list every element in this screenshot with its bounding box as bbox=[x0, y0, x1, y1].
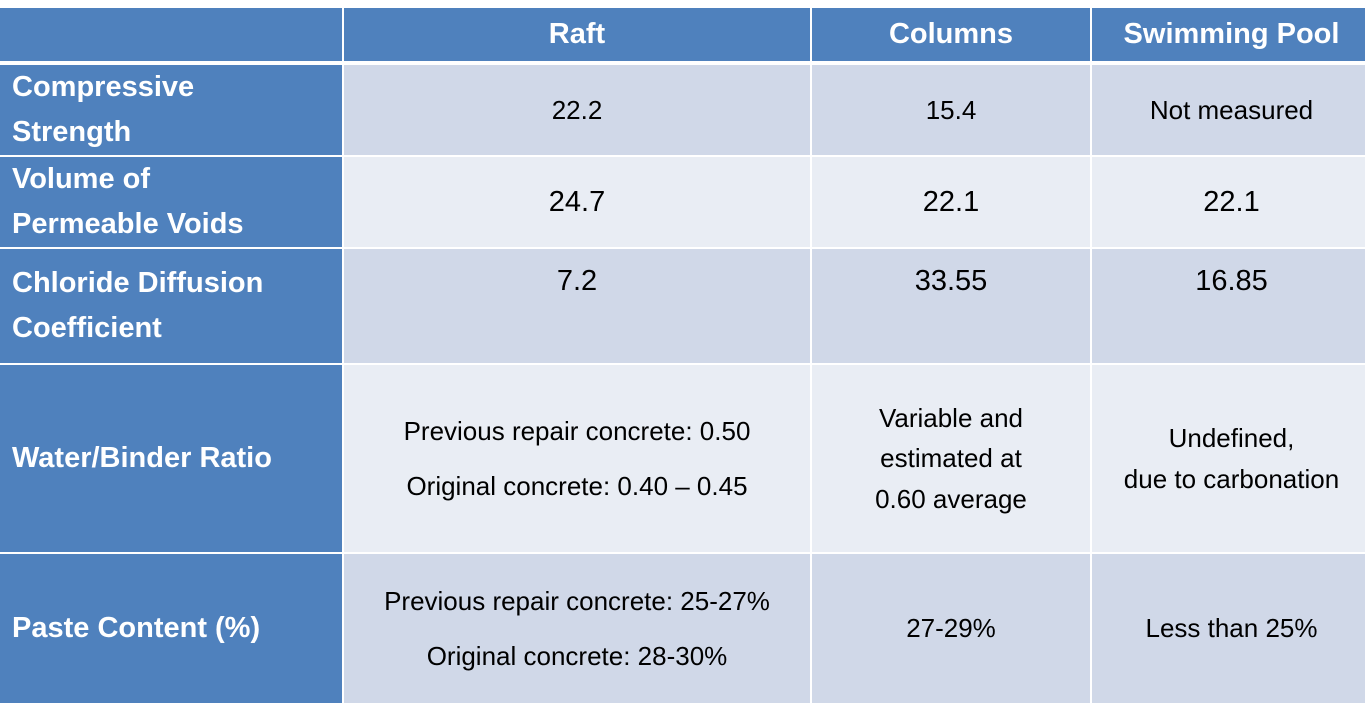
cell-voids-pool: 22.1 bbox=[1092, 157, 1365, 249]
cell-paste-columns: 27-29% bbox=[812, 554, 1090, 703]
row-label-permeable-voids: Volume of Permeable Voids bbox=[0, 157, 342, 249]
cell-line: due to carbonation bbox=[1123, 463, 1340, 494]
header-raft: Raft bbox=[344, 8, 810, 65]
cell-line: estimated at bbox=[880, 443, 1022, 474]
cell-chloride-columns: 33.55 bbox=[812, 249, 1090, 365]
cell-chloride-raft: 7.2 bbox=[344, 249, 810, 365]
cell-line: Variable and bbox=[878, 403, 1024, 434]
row-label-line: Water/Binder Ratio bbox=[12, 442, 272, 475]
cell-voids-raft: 24.7 bbox=[344, 157, 810, 249]
row-label-line: Permeable Voids bbox=[12, 208, 244, 240]
row-label-paste-content: Paste Content (%) bbox=[0, 554, 342, 703]
cell-wb-pool: Undefined, due to carbonation bbox=[1092, 365, 1365, 554]
row-label-line: Volume of bbox=[12, 163, 151, 196]
row-label-line: Strength bbox=[12, 116, 132, 148]
cell-paste-pool: Less than 25% bbox=[1092, 554, 1365, 703]
cell-compressive-columns: 15.4 bbox=[812, 65, 1090, 157]
row-label-line: Paste Content (%) bbox=[12, 612, 261, 645]
cell-line: Previous repair concrete: 25-27% bbox=[384, 586, 770, 617]
row-label-chloride-diffusion: Chloride Diffusion Coefficient bbox=[0, 249, 342, 365]
cell-line: 0.60 average bbox=[875, 483, 1027, 514]
row-label-water-binder-ratio: Water/Binder Ratio bbox=[0, 365, 342, 554]
cell-line: Original concrete: 28-30% bbox=[426, 640, 728, 671]
cell-compressive-raft: 22.2 bbox=[344, 65, 810, 157]
row-label-compressive-strength: Compressive Strength bbox=[0, 65, 342, 157]
cell-wb-raft: Previous repair concrete: 0.50 Original … bbox=[344, 365, 810, 554]
cell-wb-columns: Variable and estimated at 0.60 average bbox=[812, 365, 1090, 554]
cell-paste-raft: Previous repair concrete: 25-27% Origina… bbox=[344, 554, 810, 703]
header-columns: Columns bbox=[812, 8, 1090, 65]
cell-compressive-pool: Not measured bbox=[1092, 65, 1365, 157]
row-label-line: Coefficient bbox=[12, 312, 162, 344]
cell-voids-columns: 22.1 bbox=[812, 157, 1090, 249]
cell-line: Original concrete: 0.40 – 0.45 bbox=[406, 470, 748, 501]
cell-chloride-pool: 16.85 bbox=[1092, 249, 1365, 365]
row-label-line: Compressive bbox=[12, 71, 195, 104]
row-label-line: Chloride Diffusion bbox=[12, 267, 264, 300]
header-empty bbox=[0, 8, 342, 65]
cell-line: Previous repair concrete: 0.50 bbox=[403, 416, 751, 447]
cell-line: Undefined, bbox=[1168, 423, 1295, 454]
results-table: Raft Columns Swimming Pool Compressive S… bbox=[0, 8, 1365, 703]
header-swimming-pool: Swimming Pool bbox=[1092, 8, 1365, 65]
